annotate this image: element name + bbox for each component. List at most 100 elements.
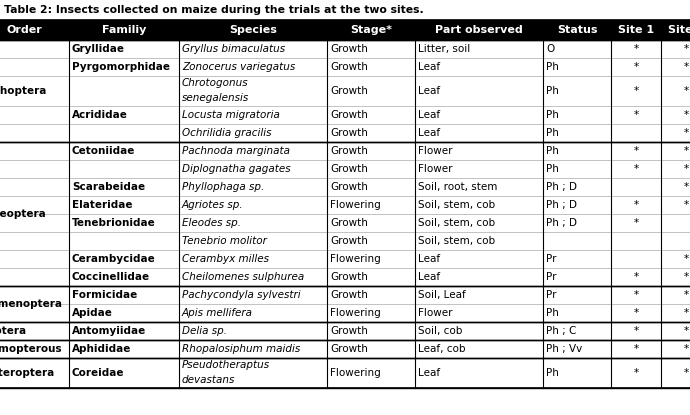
Text: *: * bbox=[683, 62, 689, 72]
Text: Growth: Growth bbox=[330, 164, 368, 174]
Text: Ph ; C: Ph ; C bbox=[546, 326, 576, 336]
Text: Apis mellifera: Apis mellifera bbox=[182, 308, 253, 318]
Text: Ph: Ph bbox=[546, 128, 559, 138]
Text: Chrotogonus: Chrotogonus bbox=[182, 78, 248, 88]
Text: Table 2: Insects collected on maize during the trials at the two sites.: Table 2: Insects collected on maize duri… bbox=[4, 5, 424, 15]
Text: Scarabeidae: Scarabeidae bbox=[72, 182, 145, 192]
Text: Ochrilidia gracilis: Ochrilidia gracilis bbox=[182, 128, 271, 138]
Text: *: * bbox=[683, 254, 689, 264]
Text: Leaf: Leaf bbox=[418, 272, 440, 282]
Text: *: * bbox=[683, 110, 689, 120]
Text: Coleoptera: Coleoptera bbox=[0, 209, 47, 219]
Text: Pr: Pr bbox=[546, 254, 557, 264]
Text: *: * bbox=[683, 200, 689, 210]
Text: Delia sp.: Delia sp. bbox=[182, 326, 227, 336]
Text: *: * bbox=[633, 272, 638, 282]
Text: Antomyiidae: Antomyiidae bbox=[72, 326, 146, 336]
Text: Leaf: Leaf bbox=[418, 368, 440, 378]
Text: Ph: Ph bbox=[546, 308, 559, 318]
Text: Flower: Flower bbox=[418, 146, 453, 156]
Bar bbox=[0, 40, 690, 58]
Text: Cerambycidae: Cerambycidae bbox=[72, 254, 156, 264]
Text: Leaf: Leaf bbox=[418, 128, 440, 138]
Text: senegalensis: senegalensis bbox=[182, 93, 249, 103]
Text: *: * bbox=[683, 146, 689, 156]
Text: *: * bbox=[683, 326, 689, 336]
Text: Orthoptera: Orthoptera bbox=[0, 86, 48, 96]
Bar bbox=[0, 196, 690, 214]
Text: Apidae: Apidae bbox=[72, 308, 113, 318]
Text: Gryllidae: Gryllidae bbox=[72, 44, 125, 54]
Text: Phyllophaga sp.: Phyllophaga sp. bbox=[182, 182, 264, 192]
Text: Agriotes sp.: Agriotes sp. bbox=[182, 200, 244, 210]
Text: Soil, cob: Soil, cob bbox=[418, 326, 462, 336]
Bar bbox=[0, 142, 690, 160]
Text: *: * bbox=[683, 164, 689, 174]
Text: Status: Status bbox=[557, 25, 598, 35]
Text: Site 1: Site 1 bbox=[618, 25, 654, 35]
Text: *: * bbox=[683, 290, 689, 300]
Text: Ph ; D: Ph ; D bbox=[546, 182, 577, 192]
Text: Rhopalosiphum maidis: Rhopalosiphum maidis bbox=[182, 344, 300, 354]
Text: Ph: Ph bbox=[546, 164, 559, 174]
Text: Ph ; Vv: Ph ; Vv bbox=[546, 344, 582, 354]
Text: Cetoniidae: Cetoniidae bbox=[72, 146, 135, 156]
Text: O: O bbox=[546, 44, 554, 54]
Text: Growth: Growth bbox=[330, 272, 368, 282]
Bar bbox=[0, 214, 690, 232]
Text: Growth: Growth bbox=[330, 290, 368, 300]
Text: Growth: Growth bbox=[330, 218, 368, 228]
Text: *: * bbox=[683, 272, 689, 282]
Text: Leaf: Leaf bbox=[418, 86, 440, 96]
Text: *: * bbox=[683, 86, 689, 96]
Text: Growth: Growth bbox=[330, 86, 368, 96]
Text: Ph: Ph bbox=[546, 368, 559, 378]
Text: *: * bbox=[633, 200, 638, 210]
Text: Diptera: Diptera bbox=[0, 326, 26, 336]
Text: Soil, Leaf: Soil, Leaf bbox=[418, 290, 466, 300]
Bar bbox=[0, 304, 690, 322]
Bar bbox=[0, 124, 690, 142]
Text: Coreidae: Coreidae bbox=[72, 368, 124, 378]
Text: *: * bbox=[683, 308, 689, 318]
Text: Part observed: Part observed bbox=[435, 25, 523, 35]
Text: Zonocerus variegatus: Zonocerus variegatus bbox=[182, 62, 295, 72]
Text: *: * bbox=[633, 344, 638, 354]
Text: Eleodes sp.: Eleodes sp. bbox=[182, 218, 241, 228]
Text: *: * bbox=[633, 218, 638, 228]
Bar bbox=[0, 340, 690, 358]
Text: Pyrgomorphidae: Pyrgomorphidae bbox=[72, 62, 170, 72]
Text: Soil, stem, cob: Soil, stem, cob bbox=[418, 200, 495, 210]
Text: Heteroptera: Heteroptera bbox=[0, 368, 55, 378]
Text: Growth: Growth bbox=[330, 344, 368, 354]
Text: Pseudotheraptus: Pseudotheraptus bbox=[182, 360, 270, 370]
Text: *: * bbox=[683, 344, 689, 354]
Text: Flower: Flower bbox=[418, 308, 453, 318]
Text: Cheilomenes sulphurea: Cheilomenes sulphurea bbox=[182, 272, 304, 282]
Text: *: * bbox=[633, 44, 638, 54]
Text: Tenebrionidae: Tenebrionidae bbox=[72, 218, 156, 228]
Text: *: * bbox=[633, 110, 638, 120]
Text: Soil, stem, cob: Soil, stem, cob bbox=[418, 236, 495, 246]
Text: Cerambyx milles: Cerambyx milles bbox=[182, 254, 269, 264]
Text: Flowering: Flowering bbox=[330, 368, 381, 378]
Bar bbox=[0, 106, 690, 124]
Text: Flower: Flower bbox=[418, 164, 453, 174]
Text: *: * bbox=[633, 146, 638, 156]
Text: Elateridae: Elateridae bbox=[72, 200, 132, 210]
Text: *: * bbox=[683, 182, 689, 192]
Text: Leaf: Leaf bbox=[418, 254, 440, 264]
Text: Stage*: Stage* bbox=[350, 25, 392, 35]
Bar bbox=[0, 250, 690, 268]
Text: Growth: Growth bbox=[330, 182, 368, 192]
Bar bbox=[0, 232, 690, 250]
Text: *: * bbox=[633, 62, 638, 72]
Text: Litter, soil: Litter, soil bbox=[418, 44, 471, 54]
Text: Ph: Ph bbox=[546, 86, 559, 96]
Bar bbox=[0, 268, 690, 286]
Text: *: * bbox=[683, 368, 689, 378]
Text: Locusta migratoria: Locusta migratoria bbox=[182, 110, 280, 120]
Text: Ph ; D: Ph ; D bbox=[546, 200, 577, 210]
Text: Flowering: Flowering bbox=[330, 254, 381, 264]
Text: *: * bbox=[633, 164, 638, 174]
